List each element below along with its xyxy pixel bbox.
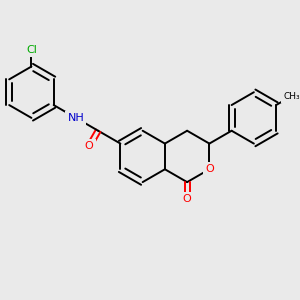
Text: O: O — [183, 194, 191, 204]
Text: O: O — [85, 141, 94, 151]
Text: O: O — [205, 164, 214, 174]
Text: Cl: Cl — [26, 45, 37, 55]
Text: CH₃: CH₃ — [284, 92, 300, 100]
Text: NH: NH — [68, 113, 84, 123]
